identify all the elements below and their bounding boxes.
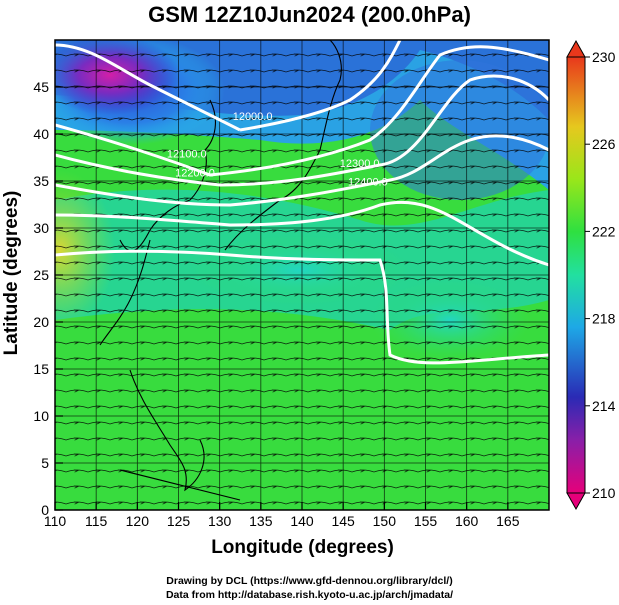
colorbar-bottom-arrow: [566, 492, 586, 511]
credit-data-source: Data from http://database.rish.kyoto-u.a…: [165, 589, 454, 601]
coastlines: [99, 40, 342, 501]
y-tick-label: 5: [41, 455, 49, 471]
y-tick-label: 20: [33, 314, 49, 330]
chart-title: GSM 12Z10Jun2024 (200.0hPa): [148, 2, 471, 27]
y-tick-label: 45: [33, 79, 49, 95]
contour-label: 12200.0: [175, 167, 215, 179]
y-tick-label: 10: [33, 408, 49, 424]
y-axis-ticks: 0 5 10 15 20 25 30 35 40 45: [33, 79, 63, 518]
y-tick-label: 15: [33, 361, 49, 377]
x-tick-label: 145: [331, 513, 355, 529]
colorbar-tick-label: 226: [592, 136, 616, 152]
geopotential-contours: [55, 40, 549, 365]
colorbar-tick-label: 210: [592, 485, 616, 501]
x-tick-label: 150: [373, 513, 397, 529]
x-tick-label: 130: [208, 513, 232, 529]
colorbar-tick-label: 218: [592, 311, 616, 327]
y-tick-label: 40: [33, 126, 49, 142]
colorbar-tick-label: 230: [592, 49, 616, 65]
x-tick-label: 165: [496, 513, 520, 529]
y-tick-label: 30: [33, 220, 49, 236]
temperature-field: 12000.0 12100.0 12200.0 12300.0 12400.0: [55, 40, 549, 510]
x-tick-label: 135: [249, 513, 273, 529]
contour-label: 12300.0: [340, 158, 380, 170]
credit-dcl: Drawing by DCL (https://www.gfd-dennou.o…: [166, 575, 453, 587]
y-tick-label: 0: [41, 502, 49, 518]
contour-label: 12000.0: [233, 111, 273, 123]
y-tick-label: 35: [33, 173, 49, 189]
x-tick-label: 140: [290, 513, 314, 529]
colorbar-top-arrow: [566, 39, 586, 58]
y-axis-label: Latitude (degrees): [1, 190, 22, 356]
x-tick-label: 160: [455, 513, 479, 529]
colorbar-tick-label: 214: [592, 398, 616, 414]
contour-label: 12100.0: [167, 149, 207, 161]
x-tick-label: 110: [44, 513, 67, 529]
x-tick-label: 155: [414, 513, 438, 529]
x-tick-label: 120: [126, 513, 150, 529]
y-tick-label: 25: [33, 267, 49, 283]
colorbar-tick-label: 222: [592, 223, 616, 239]
colorbar: 230 226 222 218 214 210: [566, 39, 616, 511]
x-axis-label: Longitude (degrees): [211, 537, 394, 558]
contour-label: 12400.0: [348, 177, 388, 189]
x-tick-label: 115: [85, 513, 108, 529]
x-axis-ticks: 110 115 120 125 130 135 140 145 150 155 160 165: [44, 502, 520, 529]
x-tick-label: 125: [167, 513, 191, 529]
